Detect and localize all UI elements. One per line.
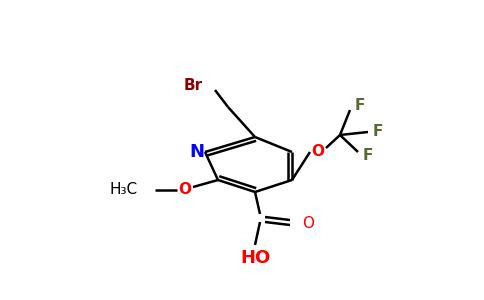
Text: F: F bbox=[373, 124, 383, 140]
Text: H₃C: H₃C bbox=[110, 182, 138, 197]
Text: F: F bbox=[363, 148, 373, 163]
Text: HO: HO bbox=[240, 249, 270, 267]
Text: O: O bbox=[179, 182, 192, 197]
Text: N: N bbox=[190, 143, 205, 161]
Text: Br: Br bbox=[183, 77, 203, 92]
Text: O: O bbox=[302, 215, 314, 230]
Text: O: O bbox=[312, 145, 324, 160]
Text: F: F bbox=[355, 98, 365, 112]
